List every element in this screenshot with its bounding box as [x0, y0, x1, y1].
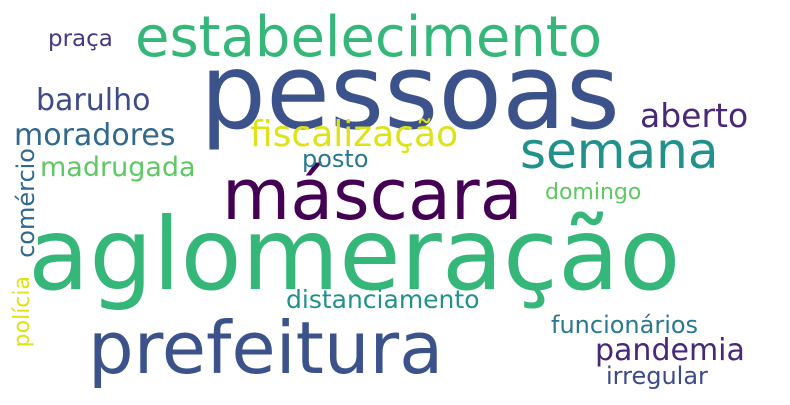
word-pessoas: pessoas: [200, 31, 620, 153]
word-estabelecimento: estabelecimento: [135, 5, 602, 70]
word-praca: praça: [48, 26, 113, 52]
word-moradores: moradores: [14, 118, 176, 153]
word-mascara: máscara: [222, 154, 523, 236]
word-pandemia: pandemia: [595, 333, 745, 368]
word-irregular: irregular: [606, 362, 708, 390]
word-aberto: aberto: [640, 96, 749, 135]
word-prefeitura: prefeitura: [88, 306, 444, 390]
word-aglomeracao: aglomeração: [28, 196, 681, 313]
word-distanciamento: distanciamento: [286, 285, 480, 314]
word-comercio: comércio: [12, 148, 40, 258]
word-policia: polícia: [10, 276, 35, 348]
word-madrugada: madrugada: [40, 152, 196, 183]
word-barulho: barulho: [36, 83, 151, 118]
word-posto: posto: [302, 145, 369, 173]
word-domingo: domingo: [545, 180, 642, 205]
word-funcionarios: funcionários: [551, 311, 699, 339]
word-fiscalizacao: fiscalização: [250, 114, 459, 155]
word-semana: semana: [520, 122, 719, 180]
